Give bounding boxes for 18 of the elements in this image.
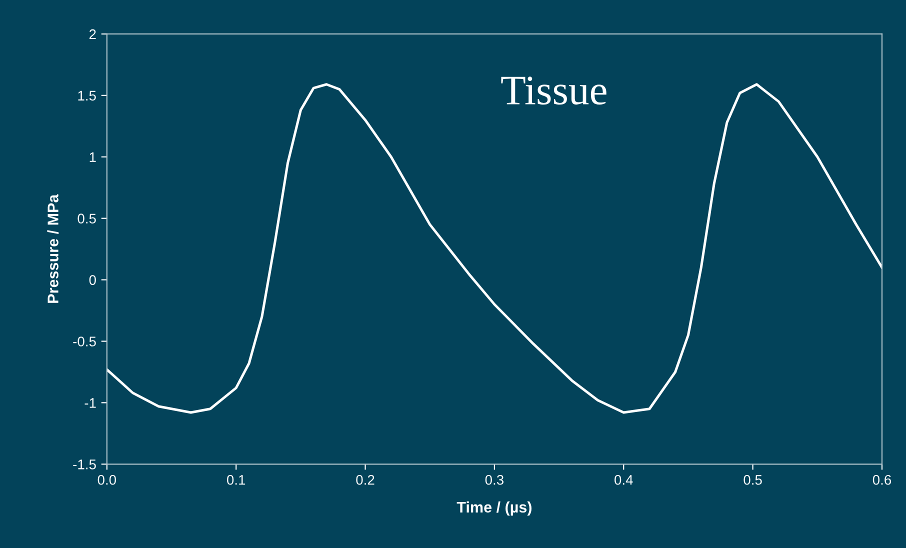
y-tick-label: 1.5 (78, 90, 96, 101)
y-tick-label: -0.5 (73, 336, 96, 346)
y-tick-label: 2 (89, 29, 96, 40)
y-tick-label: 0.5 (78, 214, 96, 224)
y-tick-label: 0 (89, 275, 96, 285)
x-tick-label: 0.5 (744, 474, 762, 485)
y-tick-label: -1.5 (73, 460, 96, 470)
annotation: Tissue (501, 76, 606, 105)
x-tick-label: 0.3 (485, 474, 504, 485)
x-tick-label: 0.1 (226, 474, 246, 485)
y-axis-title: Pressure / MPa (47, 194, 59, 303)
x-tick-label: 0.6 (872, 474, 892, 485)
x-tick-label: 0.4 (614, 474, 633, 485)
x-axis-title: Time / (µs) (456, 501, 532, 516)
y-tick-label: 1 (90, 152, 96, 162)
x-tick-label: 0.0 (98, 474, 116, 485)
y-tick-label: -1 (84, 398, 96, 408)
x-tick-label: 0.2 (356, 474, 374, 485)
